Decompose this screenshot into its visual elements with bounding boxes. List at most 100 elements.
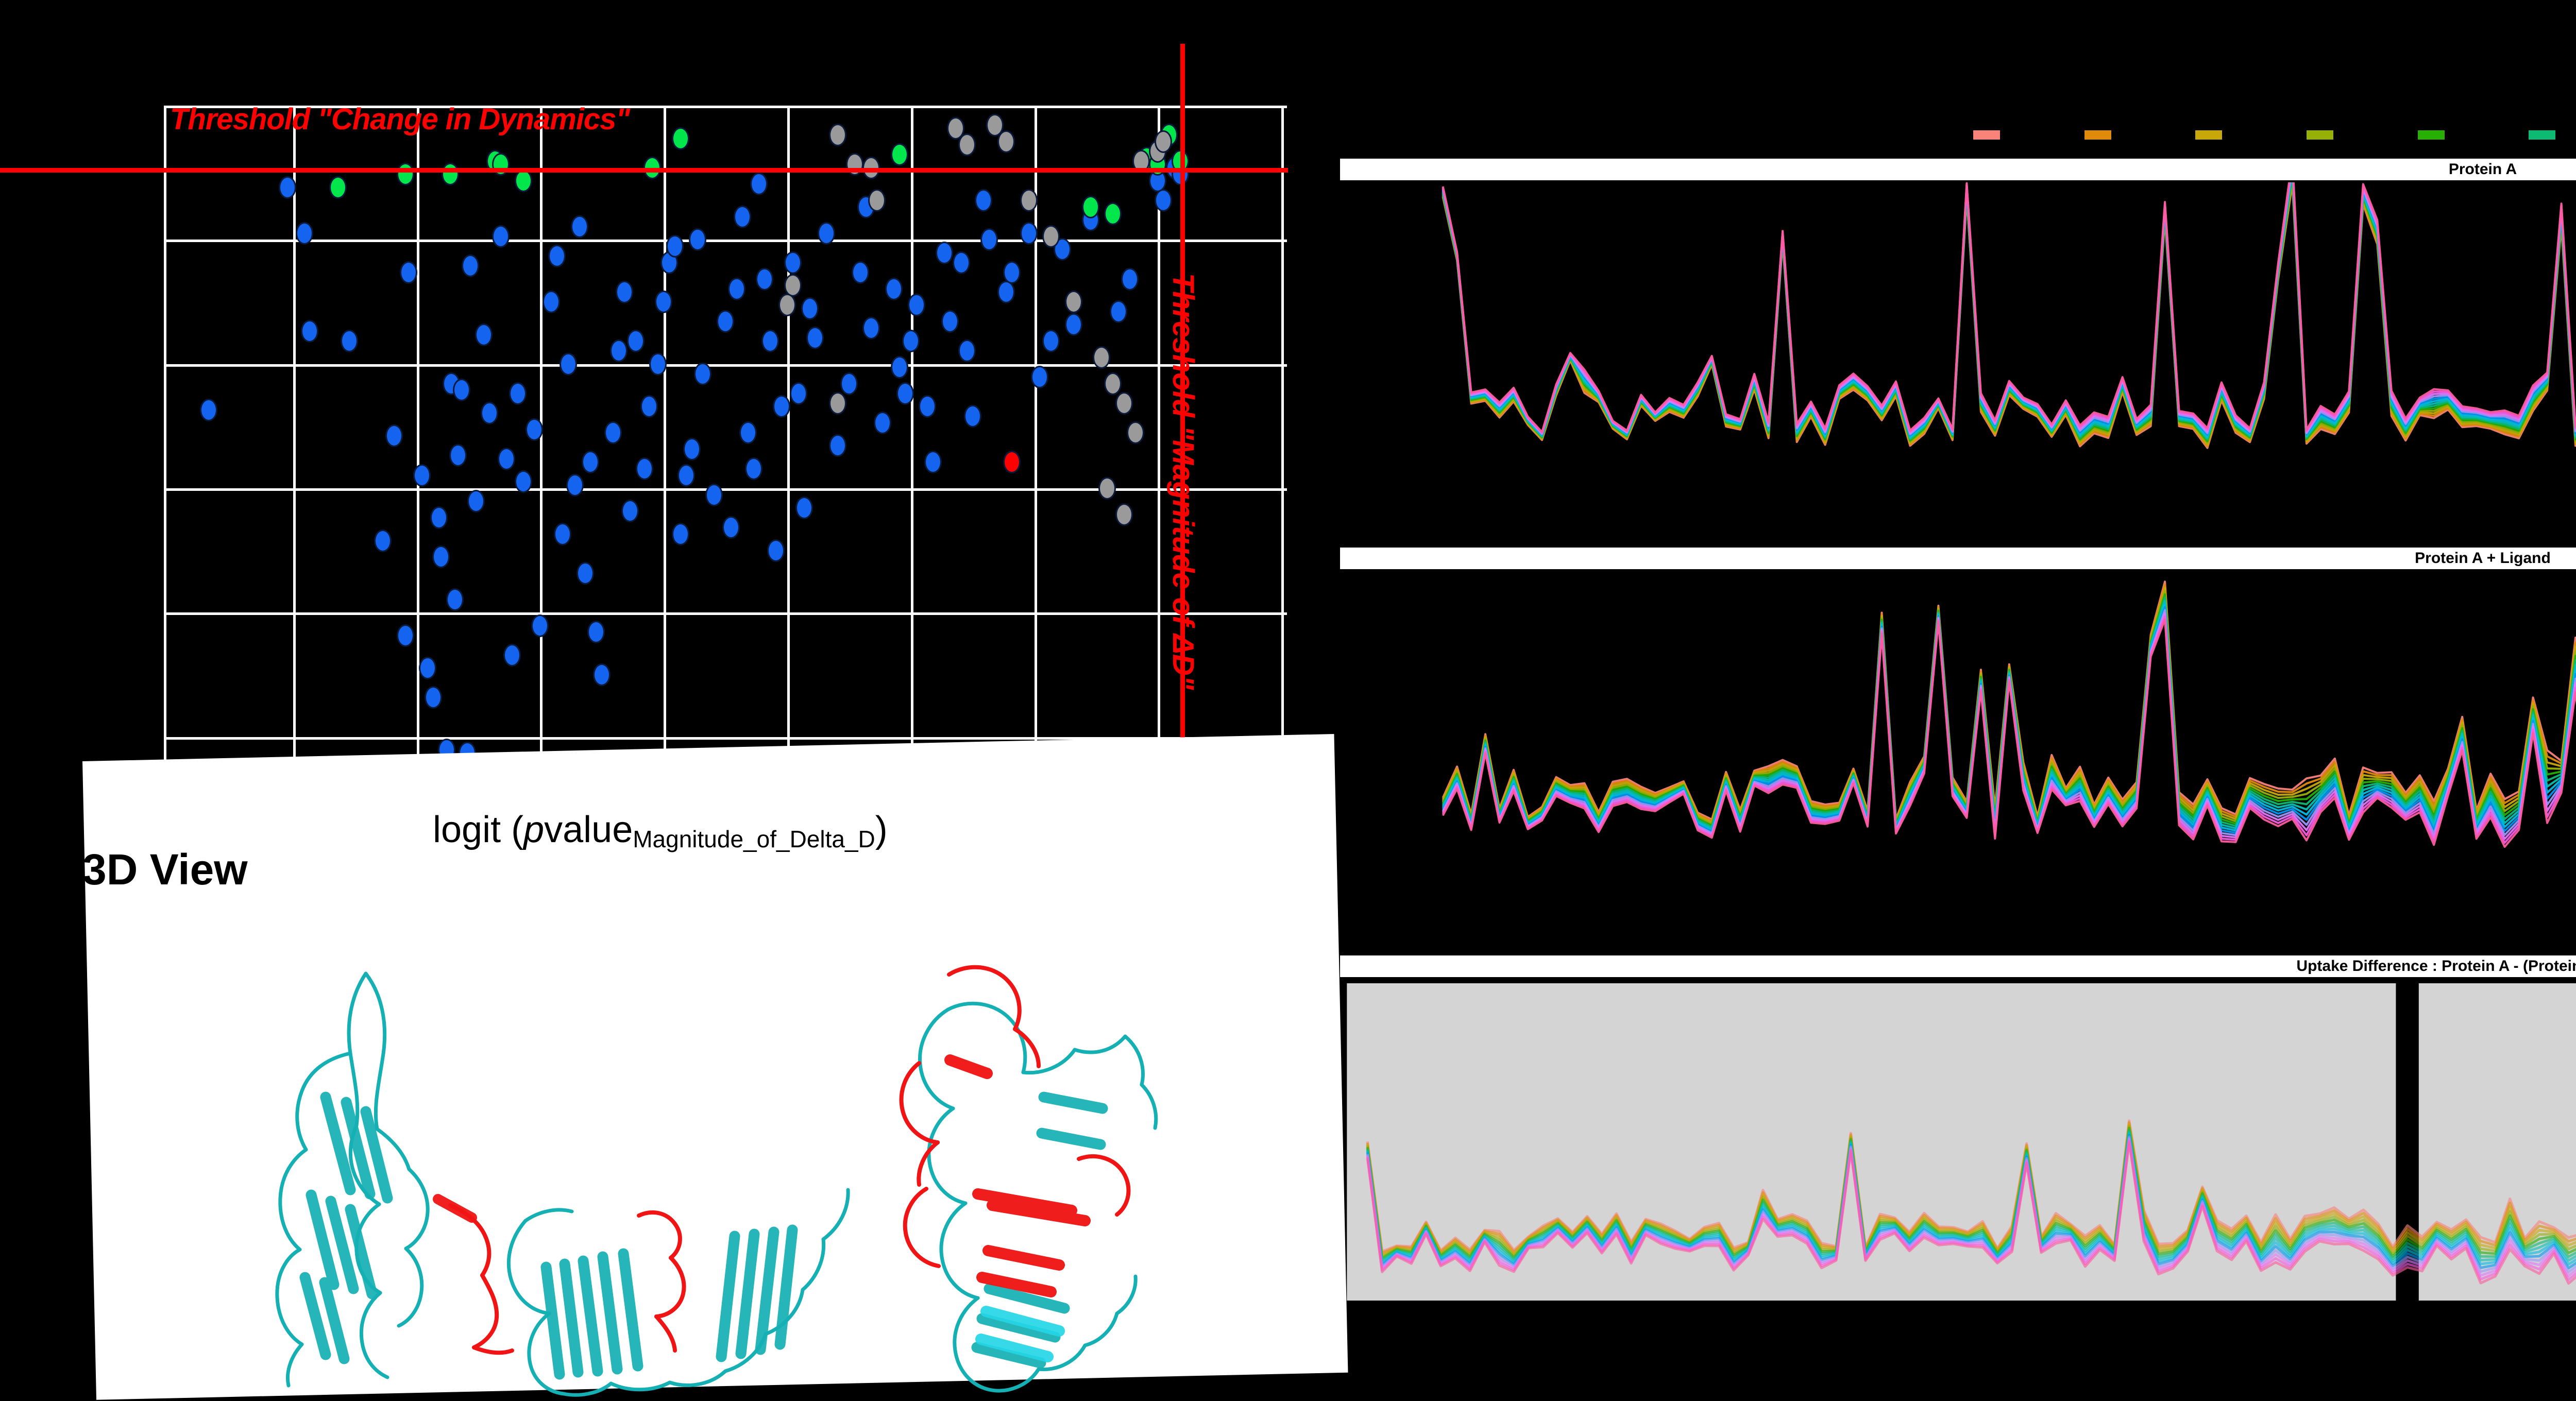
volcano-data-point[interactable]	[874, 411, 892, 434]
volcano-data-point[interactable]	[492, 153, 510, 176]
volcano-data-point[interactable]	[756, 267, 774, 291]
volcano-data-point[interactable]	[548, 245, 566, 268]
volcano-data-point[interactable]	[278, 176, 296, 199]
volcano-data-point[interactable]	[784, 251, 802, 274]
volcano-data-point[interactable]	[413, 464, 431, 487]
volcano-data-point[interactable]	[576, 562, 594, 585]
volcano-data-point[interactable]	[845, 153, 863, 176]
volcano-data-point[interactable]	[739, 421, 757, 444]
volcano-data-point[interactable]	[1020, 221, 1038, 245]
volcano-data-point[interactable]	[1042, 330, 1060, 353]
volcano-data-point[interactable]	[615, 280, 633, 303]
volcano-data-point[interactable]	[727, 277, 745, 300]
volcano-data-point[interactable]	[329, 176, 347, 199]
volcano-data-point[interactable]	[492, 225, 510, 248]
volcano-data-point[interactable]	[750, 173, 768, 196]
volcano-data-point[interactable]	[582, 451, 600, 474]
volcano-data-point[interactable]	[514, 169, 532, 193]
volcano-data-point[interactable]	[818, 221, 836, 245]
volcano-data-point[interactable]	[621, 500, 639, 523]
volcano-data-point[interactable]	[655, 291, 673, 313]
volcano-data-point[interactable]	[1003, 261, 1021, 284]
volcano-data-point[interactable]	[1126, 421, 1144, 444]
volcano-data-point[interactable]	[980, 228, 998, 251]
volcano-data-point[interactable]	[559, 352, 577, 375]
volcano-data-point[interactable]	[301, 320, 319, 343]
volcano-data-point[interactable]	[1121, 267, 1139, 291]
volcano-data-point[interactable]	[587, 621, 605, 644]
volcano-data-point[interactable]	[593, 663, 611, 686]
volcano-data-point[interactable]	[531, 614, 549, 637]
volcano-data-point[interactable]	[890, 356, 908, 379]
volcano-data-point[interactable]	[986, 114, 1004, 137]
volcano-data-point[interactable]	[449, 444, 467, 467]
volcano-data-point[interactable]	[200, 398, 218, 421]
volcano-data-point[interactable]	[829, 391, 846, 415]
volcano-data-point[interactable]	[694, 362, 712, 385]
legend-color-swatch[interactable]	[2529, 130, 2555, 140]
volcano-data-point[interactable]	[924, 451, 942, 474]
volcano-data-point[interactable]	[462, 254, 480, 278]
volcano-data-point[interactable]	[671, 127, 689, 150]
volcano-data-point[interactable]	[801, 297, 819, 320]
protein-ribbon-structure[interactable]	[196, 948, 1164, 1401]
volcano-data-point[interactable]	[432, 545, 450, 569]
volcano-data-point[interactable]	[430, 506, 448, 529]
volcano-data-point[interactable]	[514, 470, 532, 493]
volcano-data-point[interactable]	[840, 372, 858, 395]
legend-color-swatch[interactable]	[2418, 130, 2445, 140]
volcano-data-point[interactable]	[997, 130, 1015, 153]
volcano-data-point[interactable]	[526, 418, 544, 441]
volcano-data-point[interactable]	[851, 261, 869, 284]
volcano-data-point[interactable]	[481, 401, 499, 424]
volcano-data-point[interactable]	[1020, 189, 1038, 212]
volcano-data-point[interactable]	[868, 189, 886, 212]
volcano-data-point[interactable]	[778, 294, 796, 317]
volcano-data-point[interactable]	[795, 497, 813, 520]
uptake-legend[interactable]	[1973, 126, 2576, 144]
volcano-data-point[interactable]	[396, 624, 414, 647]
volcano-data-point[interactable]	[425, 686, 443, 709]
volcano-data-point[interactable]	[604, 421, 622, 444]
volcano-data-point[interactable]	[553, 522, 571, 545]
volcano-data-point[interactable]	[570, 215, 588, 238]
volcano-data-point[interactable]	[566, 473, 584, 497]
volcano-data-point[interactable]	[497, 447, 515, 470]
volcano-data-point[interactable]	[683, 437, 701, 460]
volcano-data-point[interactable]	[975, 189, 993, 212]
volcano-data-point[interactable]	[1110, 300, 1127, 323]
volcano-data-point[interactable]	[1115, 391, 1133, 415]
volcano-data-point[interactable]	[467, 490, 485, 513]
legend-color-swatch[interactable]	[2084, 130, 2111, 140]
volcano-data-point[interactable]	[543, 291, 561, 313]
legend-color-swatch[interactable]	[1973, 130, 2000, 140]
volcano-data-point[interactable]	[396, 163, 414, 186]
volcano-data-point[interactable]	[374, 529, 392, 552]
volcano-data-point[interactable]	[1155, 189, 1173, 212]
uptake-panel-difference[interactable]: Uptake Difference : Protein A - (Protein…	[1340, 955, 2576, 1306]
volcano-data-point[interactable]	[767, 539, 785, 562]
volcano-data-point[interactable]	[1098, 476, 1116, 500]
volcano-data-point[interactable]	[1115, 503, 1133, 526]
volcano-data-point[interactable]	[452, 379, 470, 402]
volcano-data-point[interactable]	[1031, 366, 1049, 389]
volcano-data-point[interactable]	[1064, 291, 1082, 313]
volcano-data-point[interactable]	[705, 483, 723, 506]
volcano-data-point[interactable]	[1064, 313, 1082, 336]
volcano-data-point[interactable]	[958, 339, 976, 363]
volcano-data-point[interactable]	[789, 382, 807, 405]
volcano-data-point[interactable]	[952, 251, 970, 274]
volcano-data-point[interactable]	[446, 588, 464, 611]
volcano-data-point[interactable]	[340, 330, 358, 353]
volcano-data-point[interactable]	[688, 228, 706, 251]
volcano-data-point[interactable]	[385, 424, 403, 448]
volcano-data-point[interactable]	[717, 310, 734, 333]
volcano-data-point[interactable]	[1042, 225, 1060, 248]
volcano-data-point[interactable]	[806, 326, 824, 349]
volcano-data-point[interactable]	[919, 395, 937, 418]
volcano-data-point[interactable]	[640, 395, 658, 418]
volcano-data-point[interactable]	[666, 235, 684, 258]
volcano-data-point[interactable]	[862, 316, 880, 339]
volcano-data-point[interactable]	[1093, 346, 1111, 369]
volcano-data-point[interactable]	[649, 352, 667, 375]
